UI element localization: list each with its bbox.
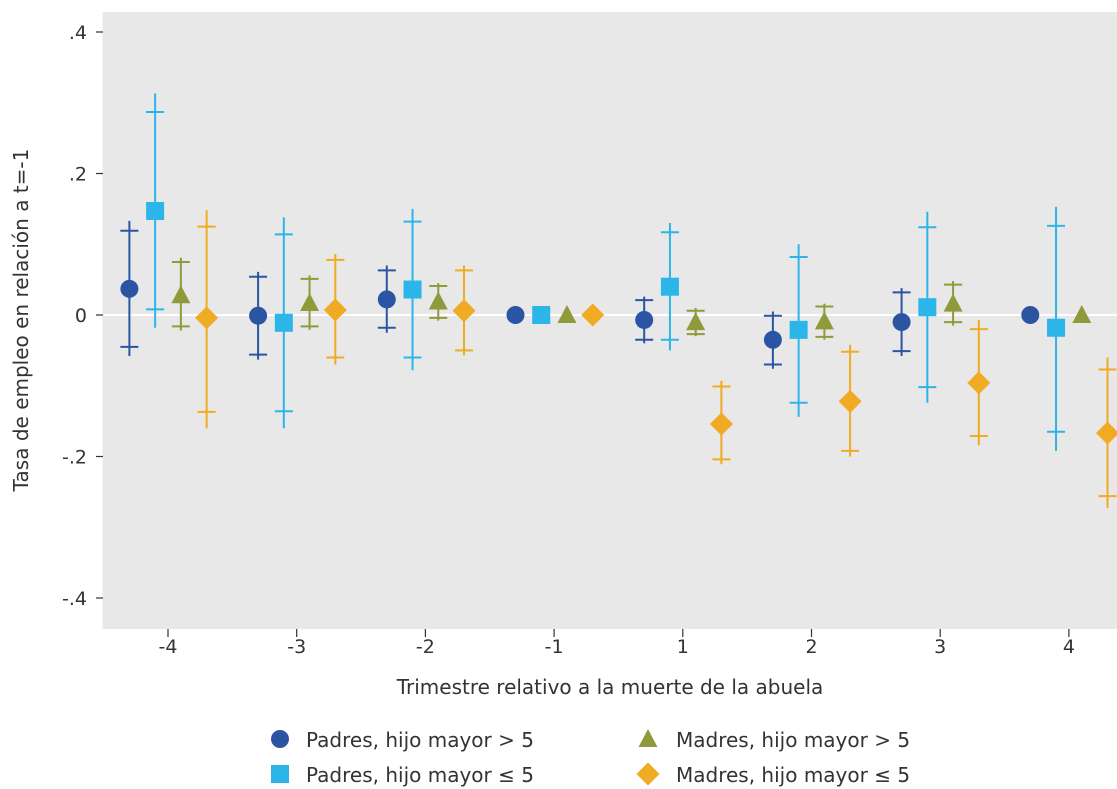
data-point <box>763 330 782 349</box>
legend-triangle-icon <box>638 729 658 747</box>
data-point <box>428 291 448 310</box>
plot-area <box>103 12 1117 629</box>
x-tick-label: -1 <box>545 636 564 658</box>
legend-square-icon <box>271 765 289 783</box>
series-circle <box>120 220 1040 369</box>
series-square <box>146 93 1066 451</box>
data-point <box>146 201 165 220</box>
y-axis-title: Tasa de empleo en relación a t=-1 <box>9 149 33 493</box>
legend-label: Padres, hijo mayor ≤ 5 <box>306 763 534 787</box>
data-point <box>814 311 834 330</box>
x-tick-label: 2 <box>805 636 817 658</box>
data-point <box>274 313 293 332</box>
data-point <box>1021 306 1040 324</box>
data-point <box>709 412 733 436</box>
y-tick-label: -.4 <box>62 588 87 610</box>
legend-item: Padres, hijo mayor > 5 <box>271 728 534 752</box>
legend-label: Madres, hijo mayor > 5 <box>676 728 910 752</box>
y-tick-label: .2 <box>69 164 87 186</box>
data-point <box>323 298 347 322</box>
x-axis-title: Trimestre relativo a la muerte de la abu… <box>396 675 824 699</box>
data-point <box>918 298 937 317</box>
data-point <box>557 305 577 323</box>
data-point <box>452 299 476 323</box>
legend-label: Madres, hijo mayor ≤ 5 <box>676 763 910 787</box>
x-axis: -4 -3 -2 -1 1 2 3 4 <box>159 629 1075 658</box>
x-tick-label: 3 <box>934 636 946 658</box>
data-point <box>581 303 605 327</box>
data-point <box>377 290 396 309</box>
legend-diamond-icon <box>636 762 660 786</box>
data-point <box>660 277 679 296</box>
y-tick-label: 0 <box>75 305 87 327</box>
data-point <box>171 285 191 304</box>
series-triangle <box>171 257 1092 340</box>
data-point <box>532 306 551 324</box>
series-diamond <box>195 210 1117 509</box>
data-point <box>300 292 320 311</box>
x-tick-label: 4 <box>1063 636 1075 658</box>
data-point <box>943 293 963 312</box>
data-point <box>1072 305 1092 323</box>
legend-item: Madres, hijo mayor > 5 <box>638 728 910 752</box>
x-tick-label: -4 <box>159 636 178 658</box>
legend-label: Padres, hijo mayor > 5 <box>306 728 534 752</box>
data-point <box>1096 421 1117 445</box>
data-point <box>789 320 808 339</box>
data-point <box>838 389 862 413</box>
legend-item: Madres, hijo mayor ≤ 5 <box>636 762 910 787</box>
data-point <box>635 310 654 329</box>
data-point <box>1047 318 1066 337</box>
y-tick-label: -.2 <box>62 447 87 469</box>
data-point <box>195 306 219 330</box>
data-marks <box>120 93 1117 509</box>
data-point <box>120 279 139 298</box>
legend-item: Padres, hijo mayor ≤ 5 <box>271 763 534 787</box>
data-point <box>506 306 525 324</box>
x-tick-label: 1 <box>677 636 689 658</box>
data-point <box>249 306 268 325</box>
legend-circle-icon <box>271 730 289 748</box>
y-tick-label: .4 <box>69 22 87 44</box>
data-point <box>403 280 422 299</box>
legend: Padres, hijo mayor > 5 Padres, hijo mayor… <box>271 728 910 787</box>
data-point <box>967 371 991 395</box>
x-tick-label: -2 <box>416 636 435 658</box>
data-point <box>892 313 911 332</box>
data-point <box>686 312 706 331</box>
x-tick-label: -3 <box>287 636 306 658</box>
y-axis: .4 .2 0 -.2 -.4 <box>62 12 104 629</box>
